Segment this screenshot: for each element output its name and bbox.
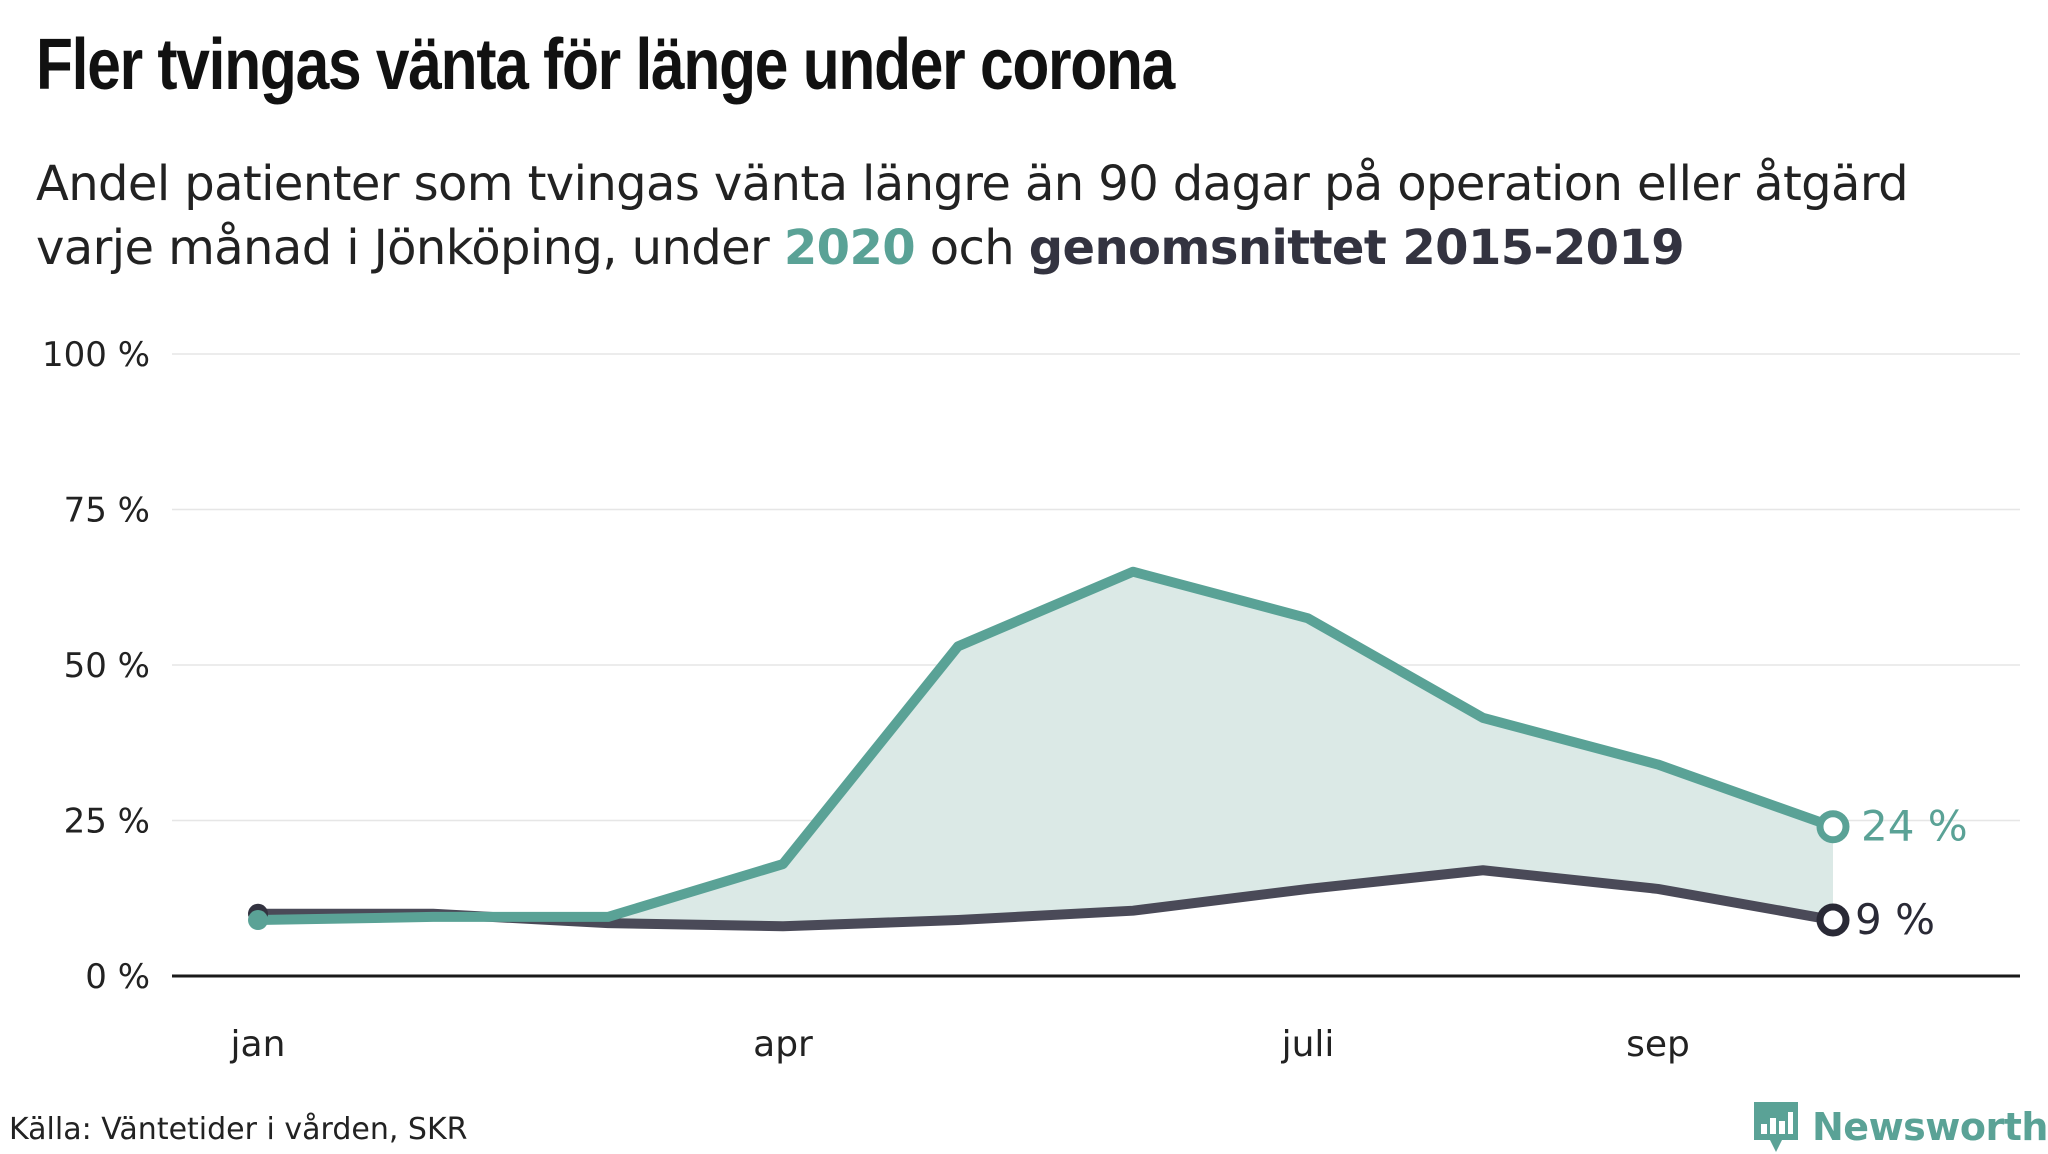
y-tick-label-100: 100 %: [42, 335, 150, 375]
series-lines: [253, 566, 1838, 932]
x-tick-label-sep: sep: [1626, 1024, 1690, 1065]
y-tick-labels: 0 % 25 % 50 % 75 % 100 %: [42, 335, 150, 997]
end-marker-2020: [1816, 810, 1850, 844]
x-tick-label-apr: apr: [753, 1024, 813, 1065]
subtitle-line-1: Andel patienter som tvingas vänta längre…: [36, 156, 1909, 212]
y-tick-label-0: 0 %: [85, 957, 150, 997]
end-label-average: 9 %: [1855, 895, 1935, 944]
end-markers: [248, 810, 1850, 937]
difference-area: [258, 571, 1833, 927]
newsworthy-brand: Newsworthy: [1752, 1100, 2048, 1154]
subtitle-highlight-average: genomsnittet 2015-2019: [1028, 220, 1685, 276]
source-note: Källa: Väntetider i vården, SKR: [9, 1112, 468, 1147]
newsworthy-logo-icon: [1754, 1102, 1798, 1152]
area-difference: [258, 571, 1833, 927]
x-tick-label-jan: jan: [230, 1024, 286, 1065]
subtitle-prefix: varje månad i Jönköping, under: [36, 220, 784, 276]
end-labels: 24 % 9 %: [1855, 802, 1968, 944]
chart-title: Fler tvingas vänta för länge under coron…: [36, 25, 1175, 105]
subtitle-middle: och: [915, 220, 1029, 276]
end-label-2020: 24 %: [1861, 802, 1968, 851]
subtitle-highlight-2020: 2020: [783, 220, 916, 276]
point-2020-jan: [248, 910, 268, 931]
x-tick-label-juli: juli: [1281, 1024, 1335, 1065]
y-tick-label-50: 50 %: [64, 646, 150, 686]
chart-subtitle: Andel patienter som tvingas vänta längre…: [36, 152, 2036, 280]
y-tick-label-75: 75 %: [64, 491, 150, 531]
x-tick-labels: jan apr juli sep: [230, 1024, 1690, 1065]
brand-name: Newsworthy: [1812, 1105, 2048, 1149]
series-line-2020: [253, 566, 1838, 926]
y-tick-label-25: 25 %: [64, 802, 150, 842]
end-marker-average: [1816, 903, 1850, 937]
